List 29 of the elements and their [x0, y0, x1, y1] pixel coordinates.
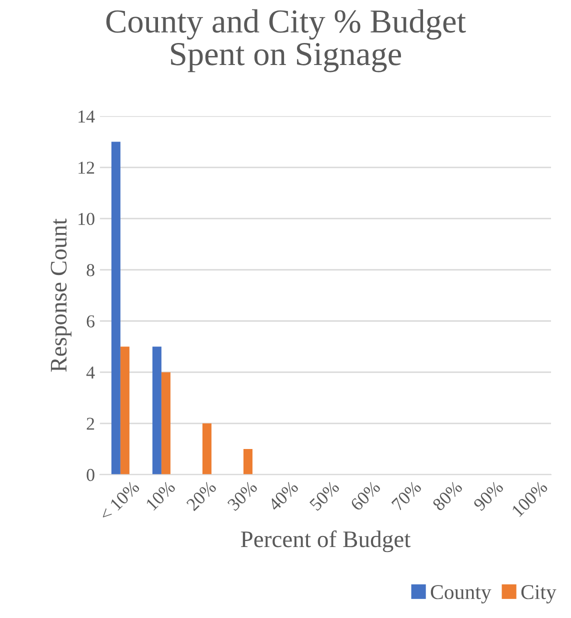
y-axis-title: Response Count	[50, 218, 72, 372]
legend-label: City	[521, 585, 556, 604]
x-tick-label: 80%	[432, 480, 463, 512]
x-tick-label: 10%	[145, 480, 176, 511]
bar	[120, 346, 130, 475]
x-tick-label: 60%	[350, 480, 381, 512]
x-axis-title: Percent of Budget	[240, 530, 411, 552]
y-tick-label: 4	[86, 366, 95, 378]
bar	[161, 372, 170, 475]
y-tick-label: 14	[78, 110, 95, 122]
y-tick-label: 10	[78, 212, 94, 226]
x-tick-label: 40%	[268, 480, 299, 512]
x-tick-label: 90%	[472, 480, 504, 512]
bar	[152, 346, 162, 475]
y-tick-label: 2	[86, 418, 94, 430]
legend-label: County	[430, 585, 492, 604]
y-tick-label: 8	[86, 264, 94, 276]
y-tick-label: 0	[86, 468, 94, 482]
bar	[243, 449, 252, 475]
x-tick-label: 50%	[309, 480, 340, 512]
x-tick-label: < 10%	[98, 480, 140, 522]
chart-title: County and City % Budget Spent on Signage	[106, 9, 466, 72]
y-tick-label: 12	[78, 162, 94, 174]
y-tick-label: 6	[86, 315, 95, 328]
x-tick-label: 30%	[226, 480, 258, 512]
bar	[111, 142, 120, 475]
x-tick-label: 20%	[186, 480, 217, 512]
bar	[202, 423, 212, 475]
x-tick-label: 70%	[391, 480, 422, 512]
